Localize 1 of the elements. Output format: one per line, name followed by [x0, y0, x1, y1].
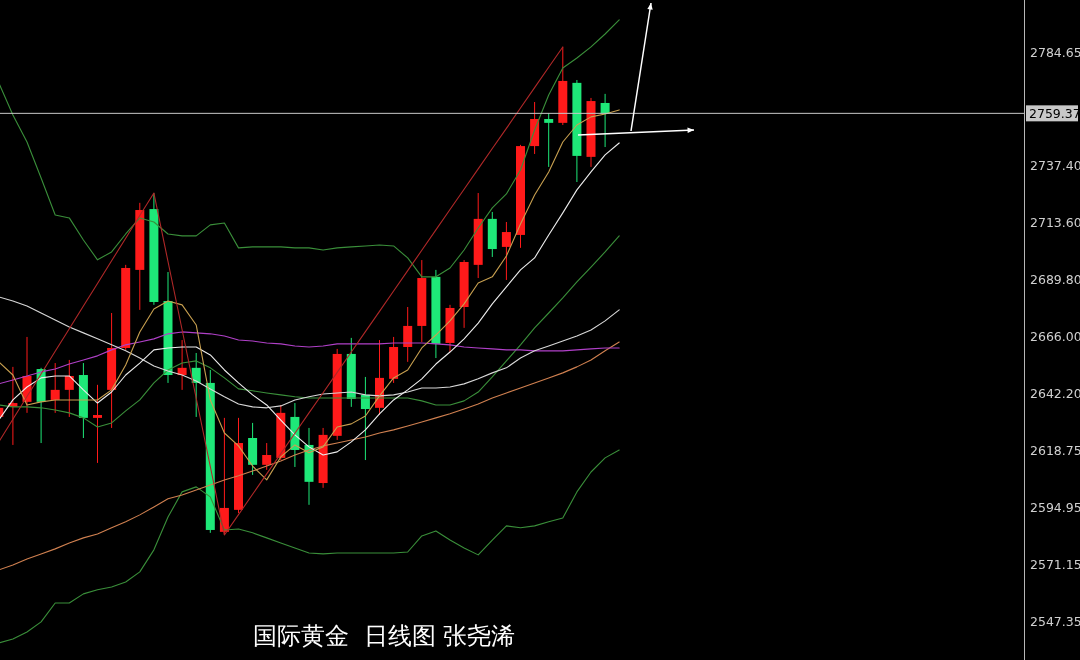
annotation: 国际黄金 日线图 张尧浠 — [252, 622, 516, 650]
